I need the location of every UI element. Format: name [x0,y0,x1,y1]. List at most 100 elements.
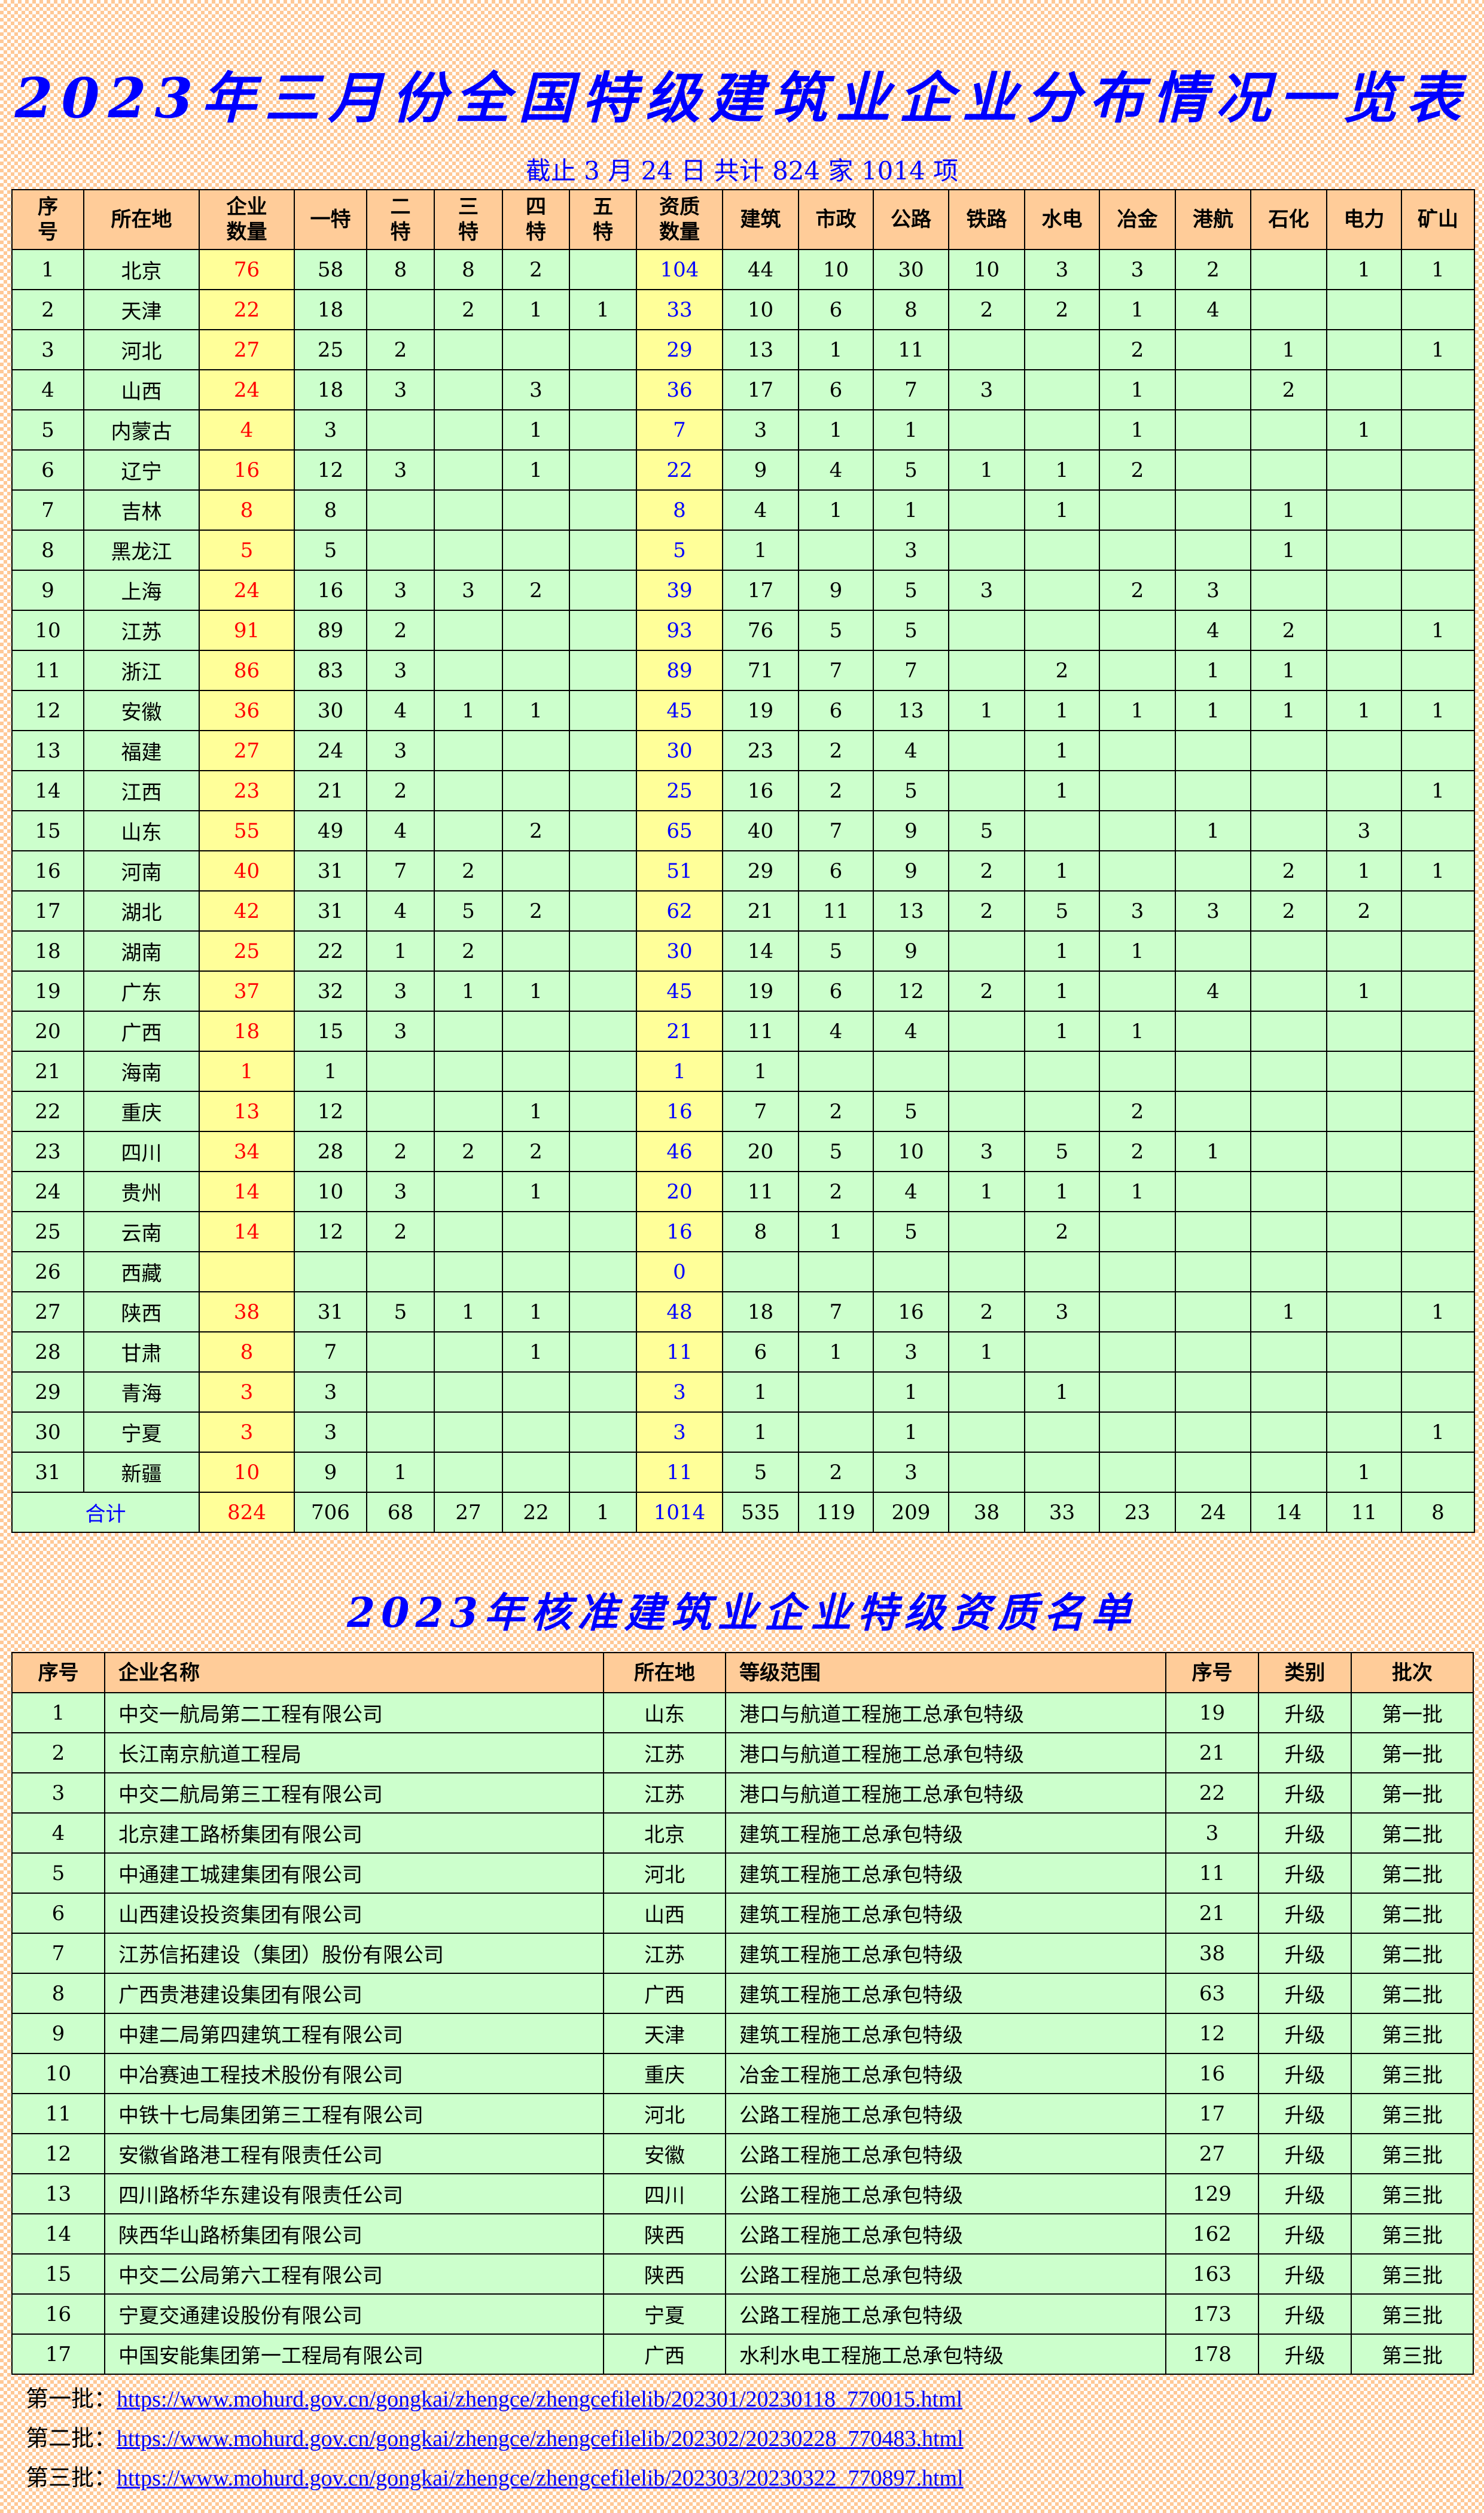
total-cell: 38 [948,1492,1025,1533]
table-cell: 4 [873,1011,949,1052]
table-cell: 19 [722,690,799,731]
total-cell: 23 [1099,1492,1176,1533]
table-cell: 新疆 [83,1452,200,1493]
table-cell [434,369,503,410]
table-cell [1250,1211,1327,1252]
table-cell [1401,1371,1475,1413]
table-cell: 升级 [1258,2093,1352,2134]
table-row: 9 上海 24 16 3 3 2 39 17 9 5 3 2 3 [11,570,1475,611]
table-cell: 升级 [1258,2334,1352,2375]
table-cell [502,770,570,811]
table-cell: 3 [366,650,435,691]
table-cell [502,530,570,571]
table-cell: 14 [199,1211,295,1252]
table-cell: 91 [199,610,295,651]
table-cell [1401,810,1475,851]
table-cell [1401,1011,1475,1052]
table-cell [1175,1211,1251,1252]
total-cell: 209 [873,1492,949,1533]
table-cell: 天津 [83,289,200,330]
table-cell [1175,1411,1251,1453]
table-row: 9 中建二局第四建筑工程有限公司 天津 建筑工程施工总承包特级 12 升级 第三批 [11,2013,1474,2054]
table-cell [1401,1452,1475,1493]
table-cell: 4 [366,810,435,851]
table-cell: 21 [11,1051,84,1092]
table-cell: 17 [11,2334,105,2375]
table-cell: 1 [1326,690,1402,731]
table-cell: 31 [11,1452,84,1493]
table-cell: 31 [294,850,367,892]
table-cell: 1 [1024,770,1100,811]
table-row: 27 陕西 38 31 5 1 1 48 18 7 16 2 3 1 1 [11,1291,1475,1332]
table-row: 10 中冶赛迪工程技术股份有限公司 重庆 冶金工程施工总承包特级 16 升级 第三批 [11,2053,1474,2094]
table-cell: 5 [1024,890,1100,932]
table-cell: 25 [11,1211,84,1252]
table-cell: 第三批 [1351,2253,1474,2295]
table-cell [434,610,503,651]
table-cell [434,1211,503,1252]
table-cell: 1 [1024,1171,1100,1212]
table-cell [569,530,637,571]
column-header: 一特 [294,189,367,250]
table-cell: 3 [366,1011,435,1052]
table-cell: 2 [798,1091,874,1132]
table-cell: 第三批 [1351,2173,1474,2214]
table-cell [1250,810,1327,851]
table-cell [1024,1411,1100,1453]
table-cell: 3 [1326,810,1402,851]
table-cell: 3 [1099,890,1176,932]
table-cell: 5 [722,1452,799,1493]
batch-link[interactable]: https://www.mohurd.gov.cn/gongkai/zhengc… [117,2387,963,2412]
table-cell: 2 [948,890,1025,932]
table-cell [434,409,503,451]
table-cell: 89 [636,650,723,691]
table-cell: 89 [294,610,367,651]
table-cell [1175,1251,1251,1292]
table-cell: 1 [636,1051,723,1092]
table-row: 22 重庆 13 12 1 16 7 2 5 2 [11,1091,1475,1132]
batch-link[interactable]: https://www.mohurd.gov.cn/gongkai/zhengc… [117,2426,964,2451]
table-cell: 13 [199,1091,295,1132]
table-cell: 28 [294,1131,367,1172]
table-cell [1401,650,1475,691]
table-cell: 3 [1024,1291,1100,1332]
table-cell: 建筑工程施工总承包特级 [725,2013,1166,2054]
table-cell: 中通建工城建集团有限公司 [104,1852,604,1894]
table-cell: 10 [11,610,84,651]
table-row: 3 河北 27 25 2 29 13 1 11 2 1 1 [11,329,1475,370]
table-cell: 6 [11,1893,105,1934]
column-header: 类别 [1258,1652,1352,1693]
table-cell: 建筑工程施工总承包特级 [725,1933,1166,1974]
table-cell: 24 [11,1171,84,1212]
table-cell: 1 [948,690,1025,731]
table-cell [502,329,570,370]
table-cell [366,409,435,451]
table-cell: 15 [294,1011,367,1052]
table-cell: 2 [434,930,503,972]
table-cell: 5 [873,610,949,651]
table-cell: 2 [798,1452,874,1493]
table-row: 21 海南 1 1 1 1 [11,1051,1475,1092]
table-row: 14 江西 23 21 2 25 16 2 5 1 1 [11,770,1475,811]
table-cell [873,1051,949,1092]
table-cell: 76 [199,249,295,290]
table-cell: 29 [722,850,799,892]
table-cell: 第三批 [1351,2293,1474,2335]
column-header: 铁路 [948,189,1025,250]
table-row: 30 宁夏 3 3 3 1 1 1 [11,1411,1475,1453]
table-cell [502,1211,570,1252]
table-cell: 7 [11,489,84,531]
batch-link[interactable]: https://www.mohurd.gov.cn/gongkai/zhengc… [117,2466,964,2491]
table-cell: 1 [1099,1011,1176,1052]
table-row: 7 吉林 8 8 8 4 1 1 1 1 [11,489,1475,531]
total-cell: 27 [434,1492,503,1533]
table-cell: 1 [1175,650,1251,691]
table-cell: 6 [798,289,874,330]
table-cell: 8 [294,489,367,531]
table-cell: 1 [798,489,874,531]
column-header: 石化 [1250,189,1327,250]
table-cell: 7 [798,810,874,851]
table-cell [502,850,570,892]
table-cell [502,650,570,691]
table-cell [1401,1131,1475,1172]
